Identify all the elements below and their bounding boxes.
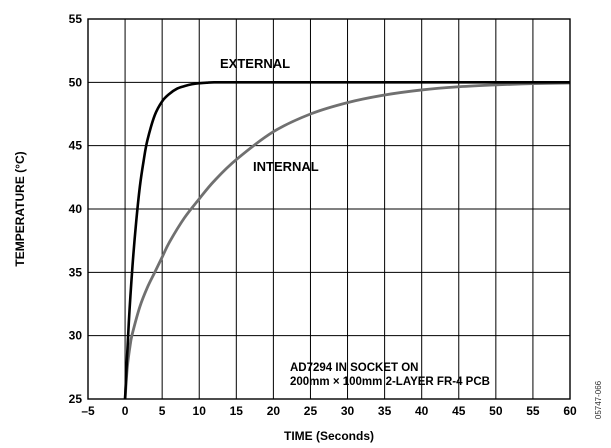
y-tick-label: 40	[69, 202, 83, 216]
x-tick-label: 20	[267, 404, 281, 418]
y-tick-label: 30	[69, 329, 83, 343]
y-tick-label: 45	[69, 139, 83, 153]
x-tick-label: 40	[415, 404, 429, 418]
x-tick-label: 50	[489, 404, 503, 418]
series-label-external: EXTERNAL	[220, 56, 290, 71]
chart-note-line-2: 200mm × 100mm 2-LAYER FR-4 PCB	[290, 376, 490, 388]
grid-lines	[87, 18, 571, 400]
x-tick-label: 5	[159, 404, 166, 418]
figure-number: 05747-066	[594, 380, 603, 419]
x-tick-label: 55	[526, 404, 540, 418]
series-label-internal: INTERNAL	[253, 159, 319, 174]
y-tick-label: 25	[69, 392, 83, 406]
y-tick-labels: 25 30 35 40 45 50 55	[69, 12, 83, 406]
x-tick-label: 30	[341, 404, 355, 418]
plot-frame	[87, 18, 571, 400]
chart-note-line-1: AD7294 IN SOCKET ON	[290, 362, 418, 374]
y-tick-label: 35	[69, 265, 83, 279]
x-tick-label: –5	[81, 404, 95, 418]
y-tick-label: 55	[69, 12, 83, 26]
x-tick-label: 35	[378, 404, 392, 418]
x-tick-label: 45	[452, 404, 466, 418]
x-tick-labels: –5 0 5 10 15 20 25 30 35 40 45 50 55 60	[81, 404, 577, 418]
x-tick-label: 60	[563, 404, 577, 418]
series-lines	[123, 81, 571, 400]
x-tick-label: 0	[122, 404, 129, 418]
x-tick-label: 10	[193, 404, 207, 418]
x-axis-label: TIME (Seconds)	[284, 429, 374, 443]
x-tick-label: 15	[230, 404, 244, 418]
x-tick-label: 25	[304, 404, 318, 418]
series-line-external	[123, 81, 571, 400]
y-tick-label: 50	[69, 75, 83, 89]
y-axis-label: TEMPERATURE (°C)	[13, 151, 27, 266]
series-line-internal	[123, 81, 571, 400]
